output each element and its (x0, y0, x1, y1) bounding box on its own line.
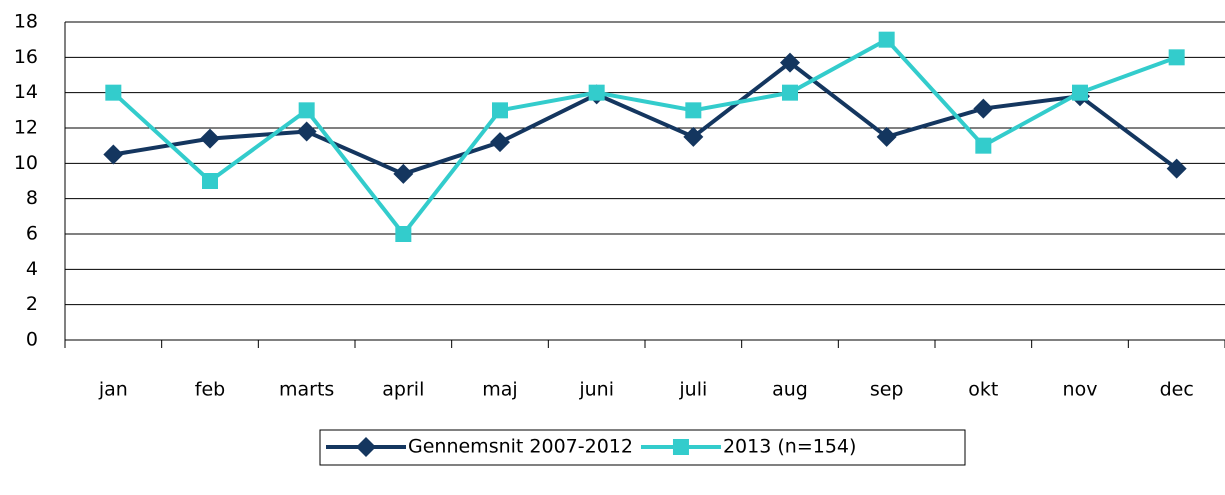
series-line (113, 60, 1178, 177)
marker (685, 102, 702, 119)
y-tick-label: 2 (26, 293, 38, 315)
marker (973, 98, 994, 119)
x-tick-label: jan (98, 379, 128, 401)
y-tick-label: 18 (14, 11, 38, 33)
x-tick-label: aug (772, 379, 808, 401)
marker (298, 102, 315, 119)
y-tick-label: 8 (26, 187, 38, 209)
marker (588, 84, 605, 101)
marker (356, 437, 376, 457)
y-tick-label: 6 (26, 223, 38, 245)
marker (683, 126, 704, 147)
marker (782, 84, 798, 101)
legend-label: 2013 (n=154) (723, 436, 856, 458)
marker (672, 439, 689, 455)
marker (492, 102, 508, 119)
marker (395, 226, 412, 242)
y-tick-label: 16 (14, 46, 38, 68)
marker (202, 173, 218, 189)
marker (200, 128, 220, 149)
series-line (111, 37, 1178, 238)
legend-label: Gennemsnit 2007-2012 (408, 436, 633, 458)
marker (1166, 158, 1187, 179)
y-tick-label: 10 (14, 152, 38, 174)
x-tick-label: marts (279, 379, 334, 401)
x-tick-label: maj (482, 379, 517, 401)
y-tick-label: 0 (26, 329, 38, 351)
x-tick-label: okt (968, 379, 998, 401)
marker (296, 121, 317, 142)
x-tick-label: dec (1160, 379, 1194, 401)
marker (490, 132, 510, 153)
x-tick-label: feb (195, 379, 225, 401)
marker (1072, 84, 1088, 101)
y-tick-label: 14 (14, 81, 38, 103)
x-tick-label: juni (578, 379, 614, 401)
marker (878, 31, 895, 48)
x-tick-label: nov (1063, 379, 1098, 401)
marker (105, 84, 122, 101)
marker (1168, 49, 1185, 66)
marker (103, 144, 124, 165)
marker (393, 163, 414, 184)
marker (975, 137, 992, 154)
x-tick-label: april (382, 379, 424, 401)
marker (780, 52, 800, 73)
legend-box (319, 429, 966, 466)
y-tick-label: 4 (26, 258, 38, 280)
x-tick-label: juli (678, 379, 707, 401)
x-tick-label: sep (870, 379, 904, 401)
y-tick-label: 12 (14, 117, 38, 139)
marker (876, 126, 897, 147)
